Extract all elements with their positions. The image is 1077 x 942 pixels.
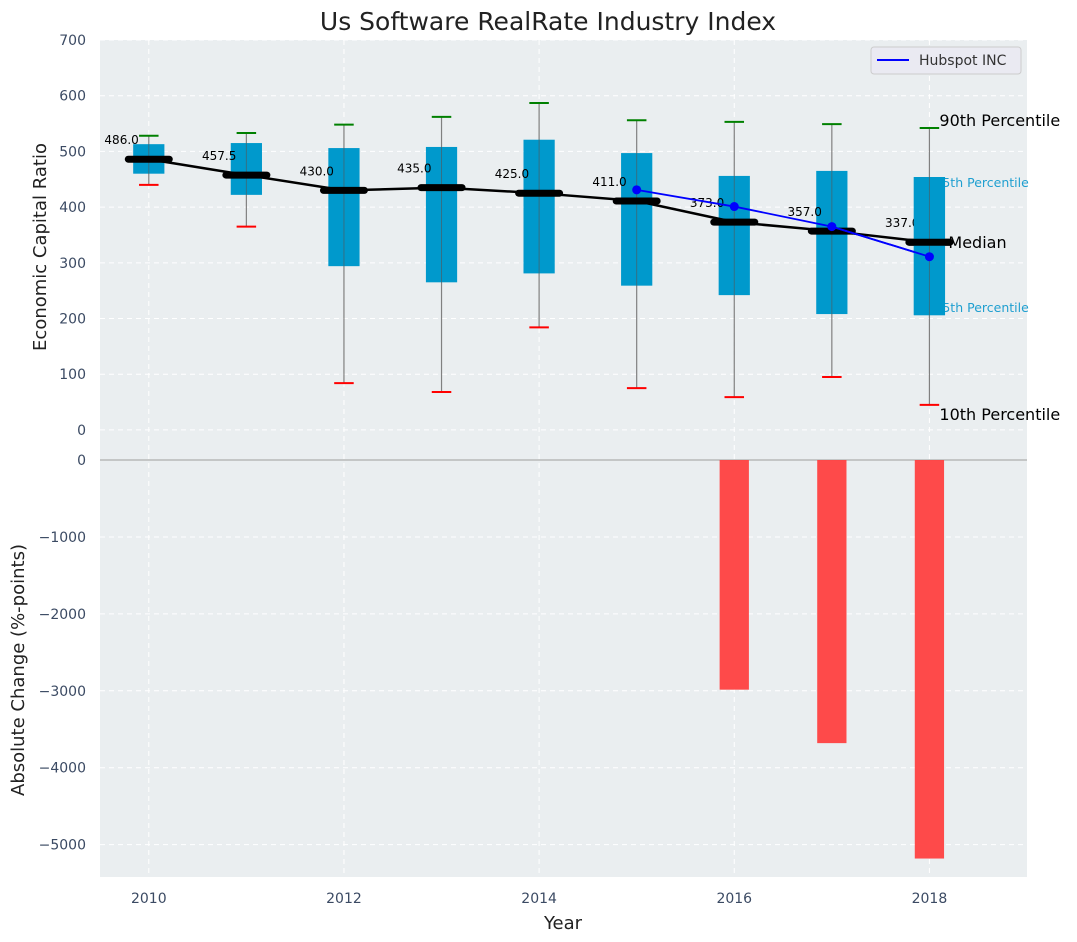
p10-annotation: 10th Percentile	[939, 405, 1060, 424]
bottom-y-tick-label: −3000	[39, 684, 86, 700]
company-point-2015	[632, 185, 642, 195]
bottom-y-tick-label: −4000	[39, 761, 86, 777]
top-y-tick-label: 700	[59, 33, 86, 49]
x-tick-label: 2018	[912, 891, 948, 907]
x-axis-label: Year	[543, 913, 583, 934]
top-y-tick-label: 300	[59, 256, 86, 272]
change-bar-2016	[719, 460, 749, 690]
median-value-label-2018: 337.0	[885, 216, 919, 230]
x-tick-label: 2010	[131, 891, 167, 907]
x-tick-label: 2016	[716, 891, 752, 907]
annotations: 90th Percentile 10th Percentile Median 75th…	[831, 111, 1060, 424]
bottom-y-tick-label: −2000	[39, 607, 86, 623]
bottom-y-axis-label: Absolute Change (%-points)	[8, 544, 29, 796]
top-y-tick-label: 600	[59, 89, 86, 105]
median-value-label-2014: 425.0	[495, 167, 529, 181]
top-y-tick-label: 500	[59, 144, 86, 160]
bottom-plot-background	[100, 455, 1027, 877]
legend-entry-hubspot: Hubspot INC	[919, 53, 1007, 69]
chart-title: Us Software RealRate Industry Index	[320, 7, 776, 36]
median-value-label-2015: 411.0	[592, 175, 626, 189]
p25-annotation: 25th Percentile	[934, 300, 1029, 315]
median-value-label-2011: 457.5	[202, 149, 236, 163]
axis-ticks: 700 600 500 400 300 200 100 0 0 −1000 −2000 −3000 −4…	[39, 33, 948, 907]
median-value-label-2017: 357.0	[787, 205, 821, 219]
legend: Hubspot INC	[870, 46, 1022, 75]
top-y-tick-label: 0	[77, 423, 86, 439]
top-y-tick-label: 100	[59, 367, 86, 383]
top-y-tick-label: 200	[59, 312, 86, 328]
company-segment-overlay-last	[831, 225, 930, 258]
top-plot-background	[100, 40, 1027, 455]
median-value-label-2013: 435.0	[397, 162, 431, 176]
p90-annotation: 90th Percentile	[939, 111, 1060, 130]
change-bars	[719, 460, 945, 859]
legend-frame	[870, 46, 1022, 75]
bottom-y-tick-label: −1000	[39, 530, 86, 546]
median-annotation: Median	[948, 233, 1006, 252]
bottom-y-tick-label: −5000	[39, 838, 86, 854]
p75-annotation: 75th Percentile	[934, 175, 1029, 190]
top-y-axis-label: Economic Capital Ratio	[30, 143, 51, 351]
change-bar-2018	[914, 460, 945, 859]
median-value-label-2010: 486.0	[104, 133, 138, 147]
bottom-y-tick-label: 0	[77, 453, 86, 469]
company-point-overlay-last	[924, 252, 934, 262]
top-y-tick-label: 400	[59, 200, 86, 216]
median-value-label-2012: 430.0	[300, 164, 334, 178]
change-bar-2017	[817, 460, 847, 744]
company-point-2016	[729, 202, 739, 212]
x-tick-label: 2012	[326, 891, 362, 907]
x-tick-label: 2014	[521, 891, 557, 907]
